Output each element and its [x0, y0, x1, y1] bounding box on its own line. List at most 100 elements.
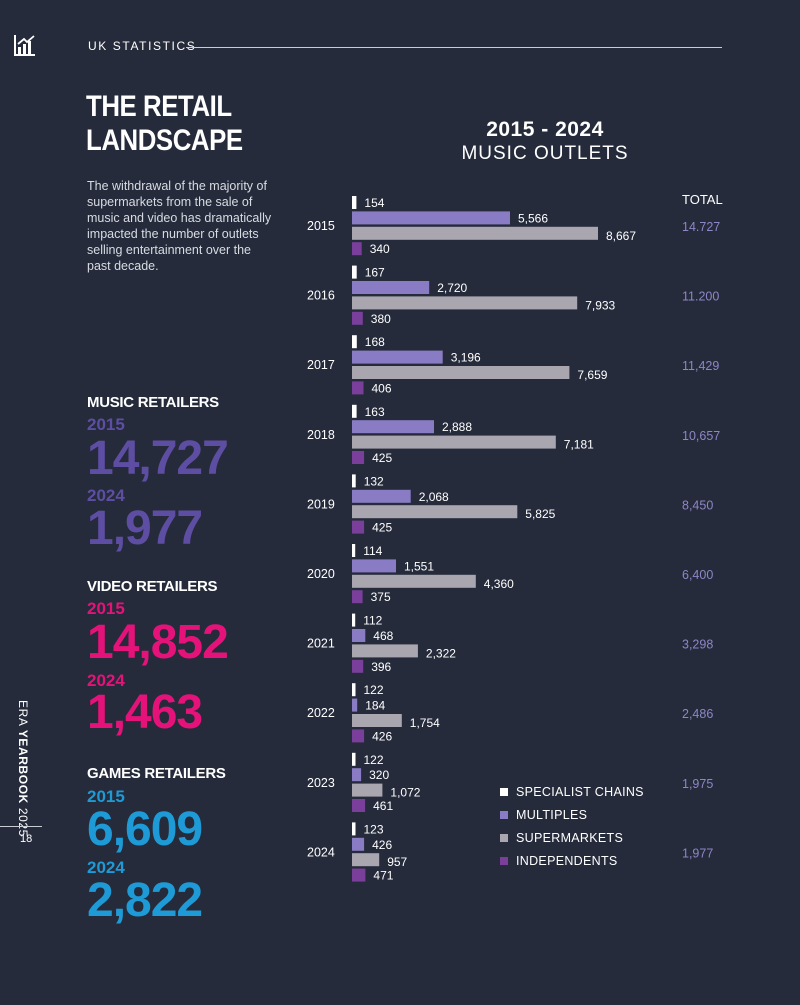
year-label-2020: 2020 — [307, 567, 335, 581]
bar-multiples-2015 — [352, 211, 510, 225]
label-independents-2019: 425 — [372, 521, 392, 535]
bar-specialist-2019 — [352, 474, 356, 488]
chart-subtitle: MUSIC OUTLETS — [461, 143, 629, 164]
label-supermarkets-2015: 8,667 — [606, 229, 636, 243]
bar-multiples-2016 — [352, 281, 430, 294]
label-independents-2018: 425 — [372, 451, 392, 465]
bar-multiples-2021 — [352, 629, 366, 642]
year-label-2024: 2024 — [307, 845, 335, 859]
video-year-2024: 2024 — [87, 671, 125, 690]
chart-title: 2015 - 2024 — [486, 118, 604, 141]
total-value-2018: 10,657 — [682, 429, 720, 443]
bar-specialist-2017 — [352, 335, 357, 349]
games-value-2015: 6,609 — [87, 803, 203, 856]
bar-supermarkets-2021 — [352, 644, 418, 658]
year-label-2017: 2017 — [307, 358, 335, 372]
bar-specialist-2023 — [352, 752, 356, 766]
label-multiples-2016: 2,720 — [437, 281, 467, 295]
bar-multiples-2022 — [352, 698, 358, 712]
legend-label-supermarkets: SUPERMARKETS — [516, 830, 624, 845]
bar-independents-2020 — [352, 590, 363, 604]
total-value-2024: 1,977 — [682, 846, 713, 860]
legend-item-independents: INDEPENDENTS — [500, 849, 644, 872]
bar-independents-2016 — [352, 311, 363, 325]
year-label-2021: 2021 — [307, 637, 335, 651]
video-value-2024: 1,463 — [87, 686, 203, 739]
legend-swatch-multiples — [500, 810, 508, 819]
bar-independents-2024 — [352, 868, 366, 882]
label-supermarkets-2017: 7,659 — [577, 368, 607, 382]
bar-specialist-2016 — [352, 265, 357, 279]
games-year-2015: 2015 — [87, 787, 125, 806]
total-value-2015: 14.727 — [682, 220, 720, 234]
year-label-2023: 2023 — [307, 776, 335, 790]
video-year-2015: 2015 — [87, 599, 125, 618]
bar-independents-2015 — [352, 242, 362, 256]
label-multiples-2017: 3,196 — [451, 351, 481, 365]
page-number: 18 — [20, 833, 33, 845]
bar-supermarkets-2024 — [352, 853, 380, 867]
year-label-2018: 2018 — [307, 428, 335, 442]
bar-specialist-2022 — [352, 683, 356, 697]
page-title: THE RETAIL LANDSCAPE — [86, 90, 243, 158]
label-supermarkets-2020: 4,360 — [484, 577, 514, 591]
bar-multiples-2020 — [352, 559, 396, 573]
bar-independents-2023 — [352, 799, 366, 812]
bar-multiples-2024 — [352, 837, 365, 851]
label-specialist-2017: 168 — [365, 335, 385, 349]
bar-specialist-2015 — [352, 196, 357, 209]
label-supermarkets-2024: 957 — [387, 855, 407, 869]
intro-paragraph: The withdrawal of the majority of superm… — [87, 179, 272, 273]
label-multiples-2020: 1,551 — [404, 559, 434, 573]
music-year-2015: 2015 — [87, 415, 125, 434]
label-independents-2020: 375 — [371, 590, 391, 604]
year-label-2019: 2019 — [307, 497, 335, 511]
legend-item-multiples: MULTIPLES — [500, 803, 644, 826]
total-value-2019: 8,450 — [682, 498, 713, 512]
bar-specialist-2021 — [352, 613, 356, 627]
bar-multiples-2018 — [352, 420, 434, 434]
label-specialist-2021: 112 — [363, 614, 382, 628]
bar-multiples-2017 — [352, 350, 443, 364]
total-value-2017: 11,429 — [682, 359, 719, 373]
label-multiples-2021: 468 — [373, 629, 393, 643]
label-independents-2017: 406 — [372, 381, 392, 395]
label-specialist-2023: 122 — [364, 753, 384, 767]
label-multiples-2018: 2,888 — [442, 420, 472, 434]
page-title-line-1: THE RETAIL — [86, 90, 232, 123]
label-specialist-2016: 167 — [365, 266, 385, 280]
label-independents-2022: 426 — [372, 729, 392, 743]
label-supermarkets-2019: 5,825 — [525, 507, 555, 521]
bar-supermarkets-2023 — [352, 783, 383, 797]
page-title-line-2: LANDSCAPE — [86, 124, 243, 157]
bar-supermarkets-2022 — [352, 714, 402, 727]
bar-multiples-2019 — [352, 489, 411, 503]
legend-swatch-specialist — [500, 787, 508, 796]
label-independents-2016: 380 — [371, 312, 391, 326]
legend-label-independents: INDEPENDENTS — [516, 853, 618, 868]
games-retailers-heading: GAMES RETAILERS — [87, 765, 226, 782]
label-independents-2021: 396 — [371, 660, 391, 674]
bar-supermarkets-2016 — [352, 296, 578, 310]
bar-chart-icon — [14, 35, 35, 56]
label-specialist-2019: 132 — [364, 474, 384, 488]
chart-legend: SPECIALIST CHAINS MULTIPLES SUPERMARKETS IN… — [500, 780, 644, 872]
label-specialist-2015: 154 — [364, 196, 384, 210]
bar-supermarkets-2019 — [352, 505, 518, 519]
bar-multiples-2023 — [352, 768, 362, 782]
bar-independents-2018 — [352, 451, 365, 464]
bar-independents-2021 — [352, 659, 364, 673]
chart-title-block: 2015 - 2024 MUSIC OUTLETS — [440, 118, 650, 165]
bar-specialist-2020 — [352, 544, 356, 557]
total-value-2020: 6,400 — [682, 568, 713, 582]
bar-independents-2017 — [352, 381, 364, 395]
video-retailers-heading: VIDEO RETAILERS — [87, 578, 218, 595]
music-value-2024: 1,977 — [87, 502, 203, 555]
games-year-2024: 2024 — [87, 858, 125, 877]
label-multiples-2024: 426 — [372, 838, 392, 852]
label-supermarkets-2016: 7,933 — [585, 298, 615, 312]
year-label-2016: 2016 — [307, 289, 335, 303]
bar-supermarkets-2017 — [352, 366, 570, 379]
label-specialist-2018: 163 — [365, 405, 385, 419]
